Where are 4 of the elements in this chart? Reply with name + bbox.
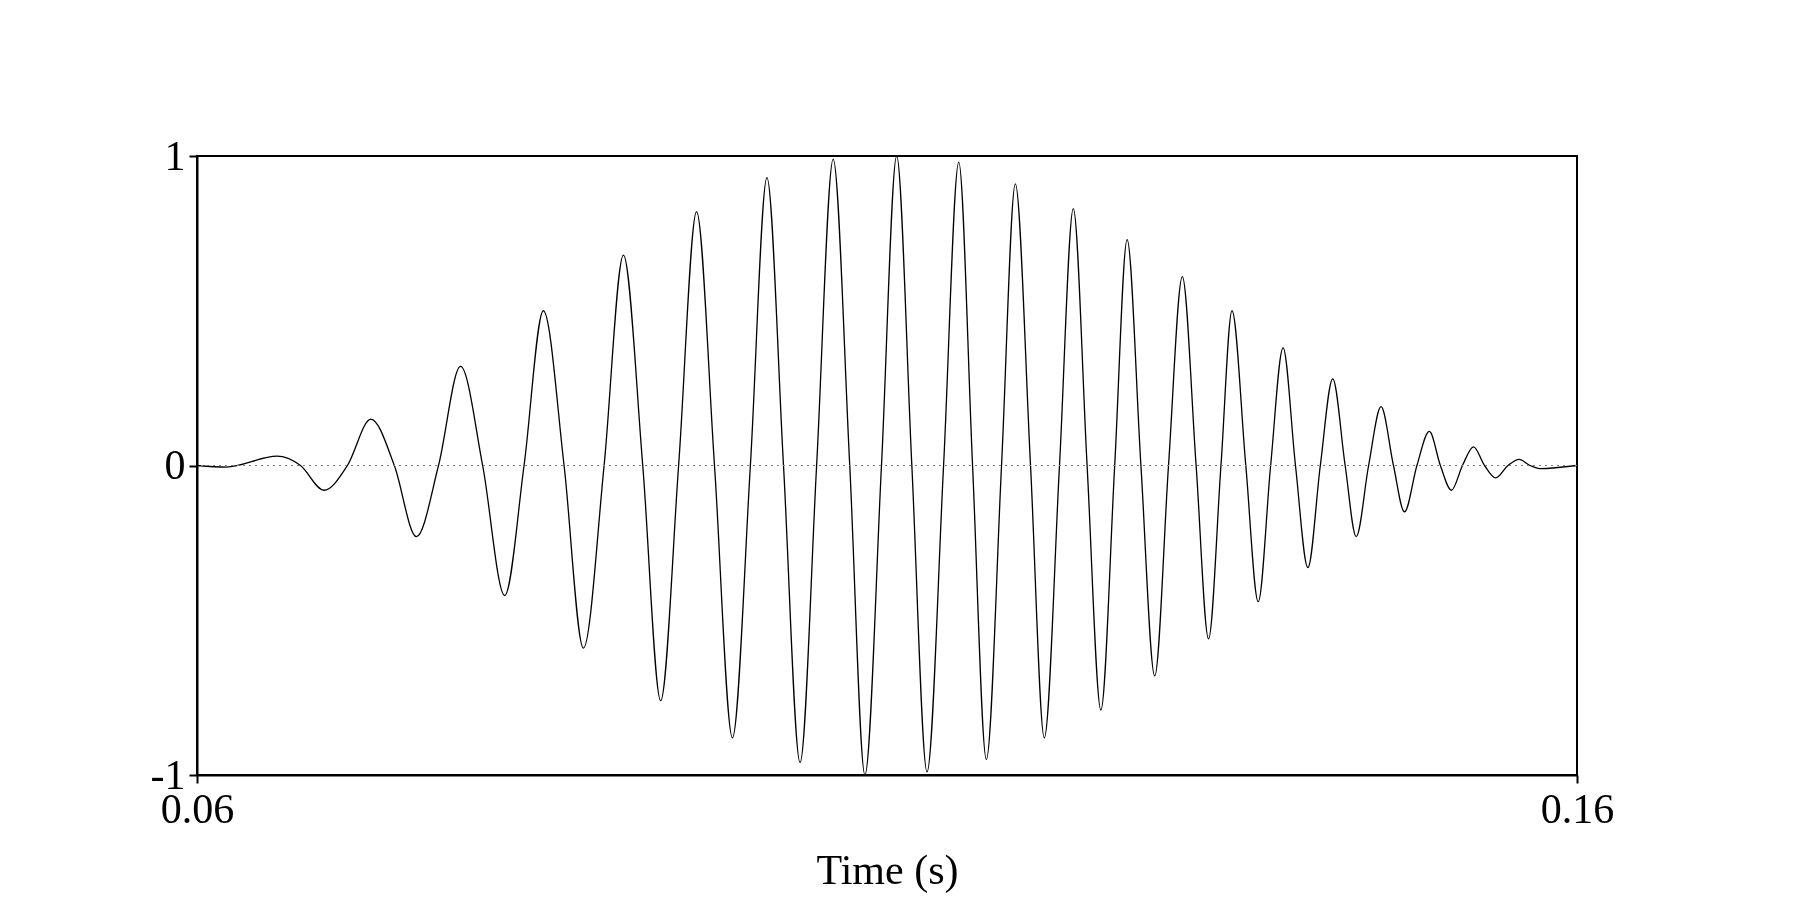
y-tick-label: 1: [164, 132, 186, 179]
x-axis-title: Time (s): [816, 846, 959, 894]
y-tick-label: 0: [164, 442, 186, 488]
x-tick-label: 0.16: [1540, 785, 1615, 832]
